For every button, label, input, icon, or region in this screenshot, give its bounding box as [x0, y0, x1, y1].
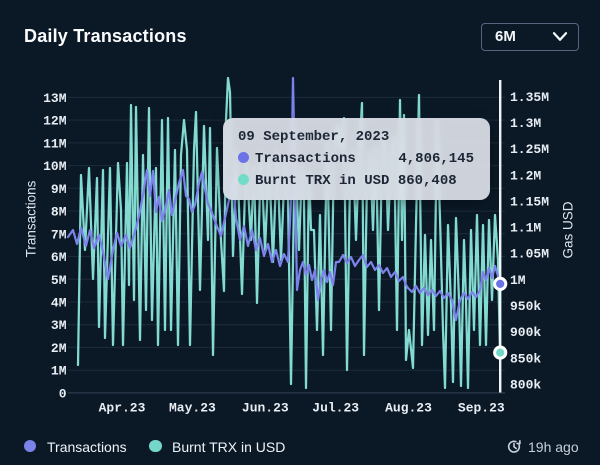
svg-text:1.1M: 1.1M — [510, 221, 541, 236]
svg-text:0: 0 — [59, 386, 67, 401]
svg-text:5M: 5M — [51, 273, 67, 288]
svg-text:1.3M: 1.3M — [510, 116, 541, 131]
svg-text:9M: 9M — [51, 182, 67, 197]
svg-text:850k: 850k — [510, 351, 541, 366]
svg-text:1M: 1M — [51, 364, 67, 379]
svg-text:1M: 1M — [510, 273, 526, 288]
svg-text:Gas USD: Gas USD — [561, 201, 576, 258]
svg-text:12M: 12M — [43, 114, 67, 129]
svg-text:1.2M: 1.2M — [510, 168, 541, 183]
svg-text:800k: 800k — [510, 377, 541, 392]
svg-text:950k: 950k — [510, 299, 541, 314]
svg-text:3M: 3M — [51, 318, 67, 333]
svg-text:Apr.23: Apr.23 — [99, 401, 146, 416]
svg-text:1.15M: 1.15M — [510, 194, 549, 209]
svg-text:Transactions: Transactions — [24, 180, 39, 257]
svg-text:4M: 4M — [51, 296, 67, 311]
svg-text:1.35M: 1.35M — [510, 90, 549, 105]
svg-text:Aug.23: Aug.23 — [385, 401, 432, 416]
svg-text:7M: 7M — [51, 227, 67, 242]
svg-text:13M: 13M — [43, 91, 67, 106]
svg-text:2M: 2M — [51, 341, 67, 356]
svg-text:10M: 10M — [43, 159, 67, 174]
svg-text:Sep.23: Sep.23 — [458, 401, 505, 416]
svg-text:May.23: May.23 — [169, 401, 216, 416]
svg-text:11M: 11M — [43, 136, 67, 151]
svg-text:Jun.23: Jun.23 — [242, 401, 289, 416]
svg-text:1.05M: 1.05M — [510, 247, 549, 262]
svg-text:Jul.23: Jul.23 — [312, 401, 359, 416]
svg-text:6M: 6M — [51, 250, 67, 265]
svg-text:900k: 900k — [510, 325, 541, 340]
svg-text:8M: 8M — [51, 205, 67, 220]
svg-text:1.25M: 1.25M — [510, 142, 549, 157]
